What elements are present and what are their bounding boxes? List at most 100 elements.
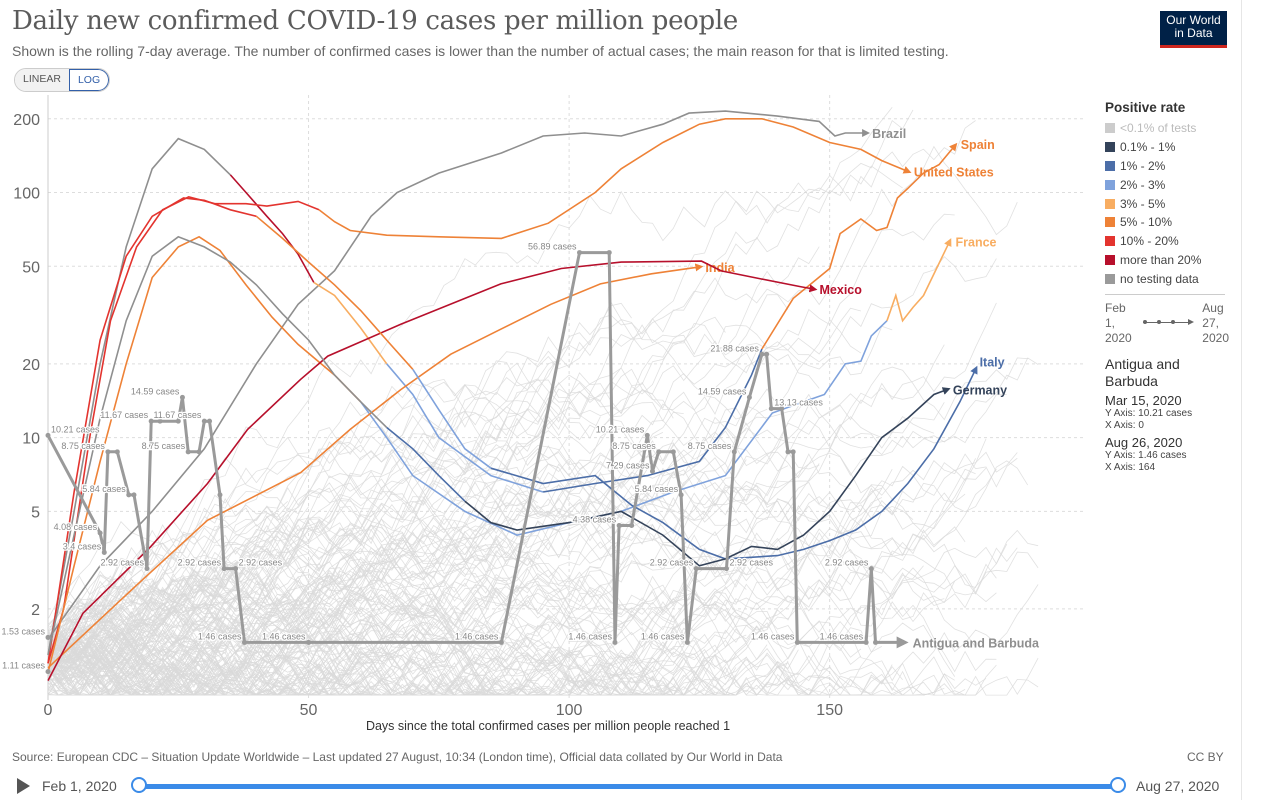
- legend-item[interactable]: no testing data: [1105, 269, 1235, 288]
- series-segment[interactable]: [761, 142, 958, 350]
- data-point[interactable]: [873, 639, 879, 645]
- country-line[interactable]: [47, 637, 747, 696]
- series-segment[interactable]: [386, 363, 544, 493]
- country-line[interactable]: [47, 357, 1039, 682]
- data-point[interactable]: [656, 449, 662, 455]
- series-segment[interactable]: [542, 348, 763, 493]
- data-point[interactable]: [105, 449, 111, 455]
- country-line[interactable]: [47, 569, 361, 673]
- country-line[interactable]: [47, 575, 560, 688]
- country-line[interactable]: [47, 645, 955, 696]
- country-line[interactable]: [47, 601, 997, 696]
- series-label[interactable]: Spain: [961, 138, 995, 152]
- license-link[interactable]: CC BY: [1187, 750, 1224, 764]
- legend-item[interactable]: 10% - 20%: [1105, 232, 1235, 251]
- data-point[interactable]: [785, 449, 791, 455]
- data-point[interactable]: [746, 394, 752, 400]
- country-line[interactable]: [47, 617, 685, 696]
- country-line[interactable]: [47, 637, 288, 696]
- data-point[interactable]: [201, 418, 207, 424]
- data-point[interactable]: [768, 406, 774, 412]
- series-brazil[interactable]: Brazil: [47, 110, 906, 640]
- timeline-start-handle[interactable]: [131, 777, 147, 793]
- country-line[interactable]: [47, 543, 1008, 682]
- data-point[interactable]: [779, 406, 785, 412]
- series-label[interactable]: Mexico: [820, 283, 863, 297]
- country-line[interactable]: [47, 432, 664, 638]
- data-point[interactable]: [217, 492, 223, 498]
- series-label[interactable]: Brazil: [872, 127, 906, 141]
- data-point[interactable]: [606, 250, 612, 256]
- data-point[interactable]: [868, 566, 874, 572]
- series-segment[interactable]: [47, 110, 871, 640]
- data-point[interactable]: [759, 351, 765, 357]
- country-line[interactable]: [47, 651, 289, 696]
- data-point[interactable]: [114, 449, 120, 455]
- data-point[interactable]: [45, 432, 51, 438]
- series-segment[interactable]: [412, 368, 492, 469]
- data-point[interactable]: [233, 566, 239, 572]
- country-line[interactable]: [47, 553, 445, 657]
- country-line[interactable]: [47, 617, 497, 696]
- data-point[interactable]: [241, 639, 247, 645]
- series-label[interactable]: Germany: [953, 384, 1007, 398]
- legend-item[interactable]: 0.1% - 1%: [1105, 138, 1235, 157]
- series-segment[interactable]: [229, 174, 315, 283]
- country-line[interactable]: [47, 307, 862, 664]
- legend-item[interactable]: 5% - 10%: [1105, 213, 1235, 232]
- data-point[interactable]: [863, 639, 869, 645]
- data-point[interactable]: [612, 639, 618, 645]
- data-point[interactable]: [101, 549, 107, 555]
- country-line[interactable]: [47, 422, 789, 664]
- country-line[interactable]: [47, 578, 684, 696]
- country-line[interactable]: [47, 637, 737, 696]
- country-line[interactable]: [47, 294, 789, 671]
- country-line[interactable]: [47, 418, 507, 655]
- legend-item[interactable]: 1% - 2%: [1105, 157, 1235, 176]
- data-point[interactable]: [45, 634, 51, 640]
- data-point[interactable]: [306, 639, 312, 645]
- country-line[interactable]: [47, 488, 883, 674]
- country-line[interactable]: [47, 436, 820, 673]
- series-segment[interactable]: [47, 197, 257, 664]
- timeline-end-handle[interactable]: [1110, 777, 1126, 793]
- data-point[interactable]: [723, 566, 729, 572]
- country-line[interactable]: [47, 350, 820, 666]
- series-segment[interactable]: [318, 118, 912, 240]
- country-line[interactable]: [47, 624, 716, 696]
- data-point[interactable]: [577, 250, 583, 256]
- data-point[interactable]: [678, 492, 684, 498]
- data-point[interactable]: [629, 522, 635, 528]
- country-line[interactable]: [47, 438, 987, 672]
- series-antigua-and-barbuda[interactable]: Antigua and Barbuda 10.21 cases 4.08 cases…: [45, 240, 1041, 651]
- timeline-track[interactable]: [138, 784, 1118, 789]
- country-line[interactable]: [47, 460, 1029, 687]
- data-point[interactable]: [790, 449, 796, 455]
- series-label[interactable]: France: [956, 236, 997, 250]
- series-segment[interactable]: [886, 238, 952, 323]
- data-point[interactable]: [196, 449, 202, 455]
- country-line[interactable]: [47, 246, 820, 647]
- data-point[interactable]: [179, 394, 185, 400]
- series-france[interactable]: France: [47, 236, 997, 673]
- series-segment[interactable]: [464, 387, 951, 567]
- country-line[interactable]: [47, 574, 289, 643]
- data-point[interactable]: [794, 639, 800, 645]
- data-point[interactable]: [45, 669, 51, 675]
- country-line[interactable]: [47, 368, 674, 658]
- country-line[interactable]: [47, 572, 956, 696]
- country-line[interactable]: [47, 256, 997, 696]
- country-line[interactable]: [47, 357, 1028, 678]
- data-point[interactable]: [764, 351, 770, 357]
- country-line[interactable]: [47, 302, 632, 668]
- data-point[interactable]: [644, 432, 650, 438]
- country-line[interactable]: [47, 451, 1018, 696]
- data-point[interactable]: [731, 449, 737, 455]
- series-segment[interactable]: [255, 215, 414, 370]
- series-segment[interactable]: [386, 426, 466, 502]
- country-line[interactable]: [47, 615, 705, 696]
- country-line[interactable]: [47, 624, 632, 696]
- series-segment[interactable]: [360, 320, 888, 536]
- country-line[interactable]: [47, 468, 997, 693]
- legend-item[interactable]: more than 20%: [1105, 251, 1235, 270]
